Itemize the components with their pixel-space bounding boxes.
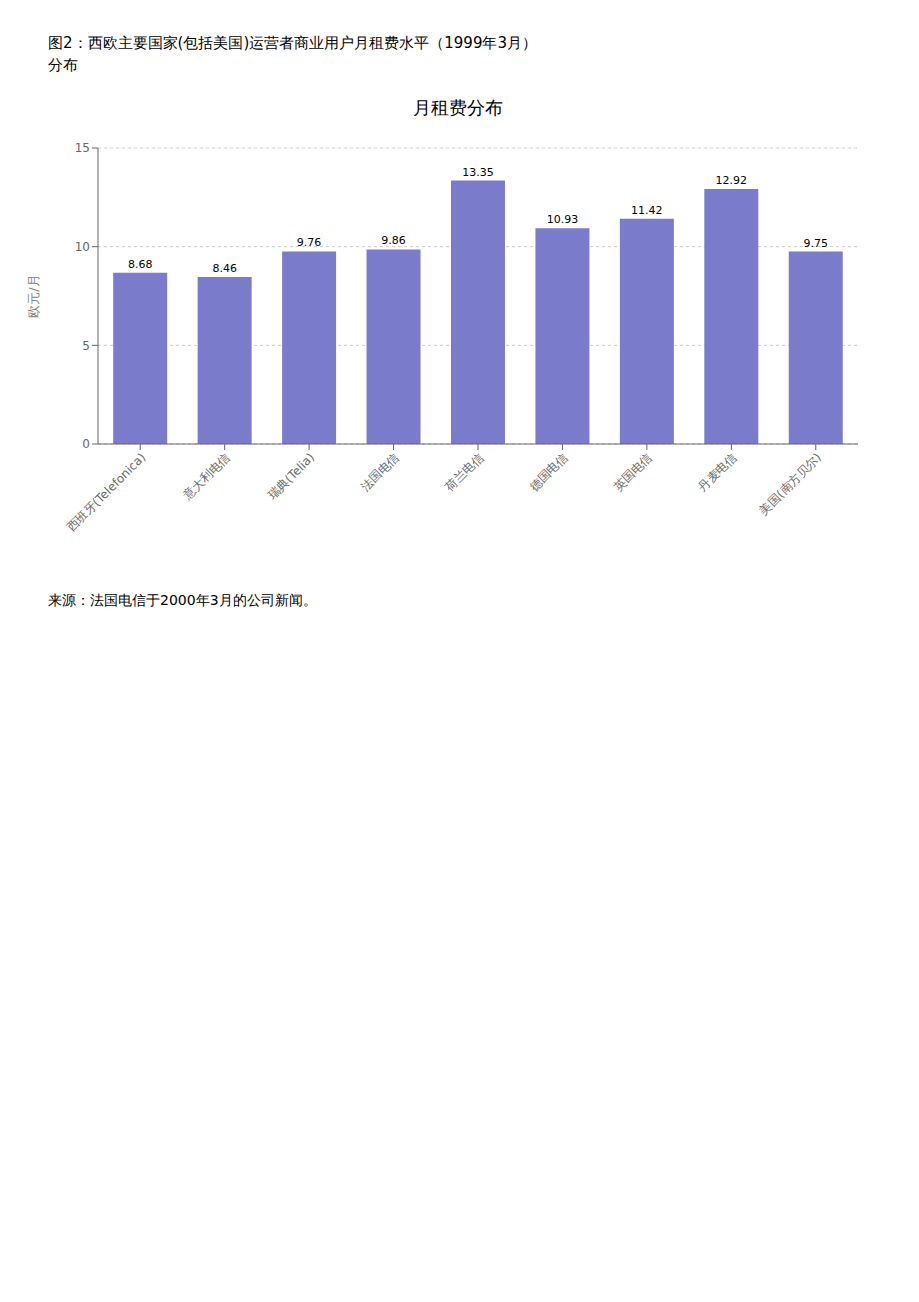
svg-text:荷兰电信: 荷兰电信 [442,450,486,494]
svg-text:9.75: 9.75 [804,237,829,250]
svg-text:瑞典(Telia): 瑞典(Telia) [265,450,317,502]
svg-text:15: 15 [75,141,90,155]
svg-text:美国(南方贝尔): 美国(南方贝尔) [756,450,823,517]
svg-text:英国电信: 英国电信 [611,450,655,494]
svg-text:10.93: 10.93 [547,213,579,226]
svg-text:5: 5 [82,339,90,353]
html-text:月租费分布: 月租费分布 [413,97,503,118]
svg-text:西班牙(Telefonica): 西班牙(Telefonica) [64,450,148,534]
svg-text:德国电信: 德国电信 [527,450,571,494]
svg-text:9.86: 9.86 [381,234,406,247]
svg-text:10: 10 [75,240,90,254]
html-text:图2：西欧主要国家(包括美国)运营者商业用户月租费水平（19: 图2：西欧主要国家(包括美国)运营者商业用户月租费水平（1999年3月） [48,34,537,52]
svg-text:11.42: 11.42 [631,204,663,217]
svg-text:丹麦电信: 丹麦电信 [696,450,740,494]
svg-text:法国电信: 法国电信 [358,450,402,494]
svg-text:欧元/月: 欧元/月 [26,274,41,317]
svg-text:0: 0 [82,437,90,451]
html-text:分布: 分布 [48,56,78,74]
svg-text:8.68: 8.68 [128,258,153,271]
html-text:来源：法国电信于2000年3月的公司新闻。: 来源：法国电信于2000年3月的公司新闻。 [48,592,317,608]
svg-text:意大利电信: 意大利电信 [180,450,233,503]
svg-text:12.92: 12.92 [716,174,748,187]
svg-text:8.46: 8.46 [212,262,237,275]
svg-text:9.76: 9.76 [297,236,322,249]
svg-text:13.35: 13.35 [462,166,494,179]
